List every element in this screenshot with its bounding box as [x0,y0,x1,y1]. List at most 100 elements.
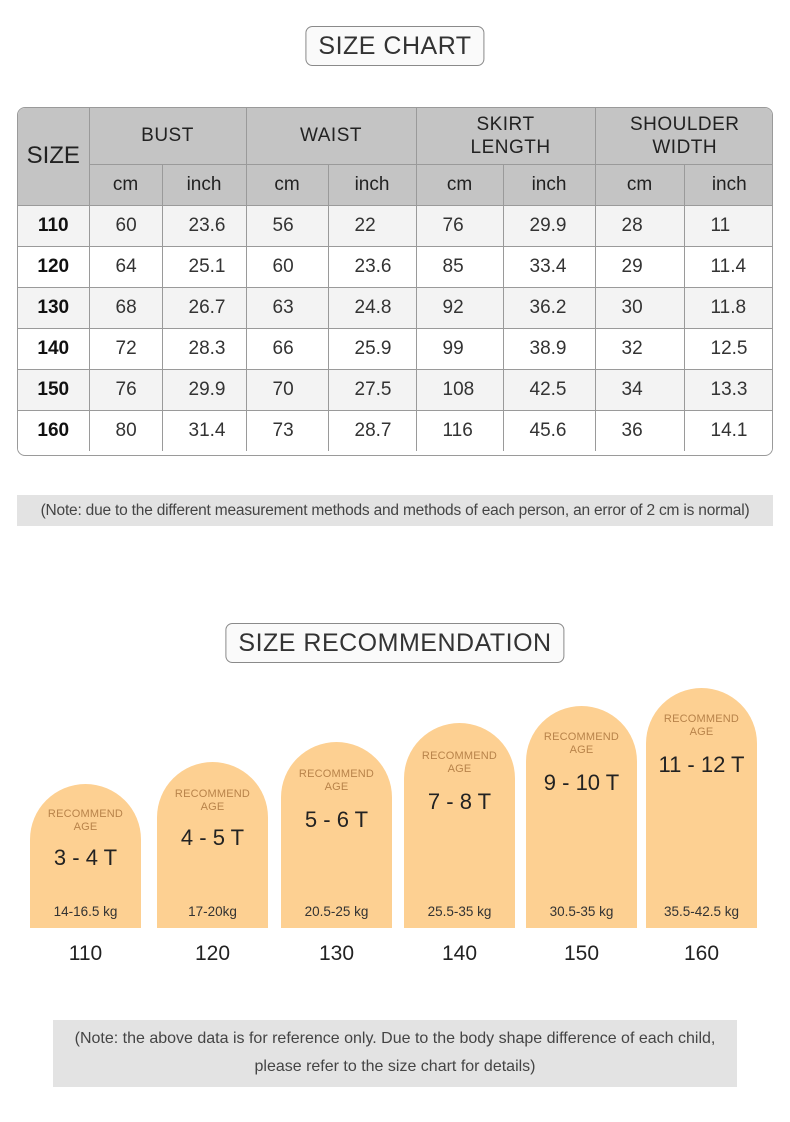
age-recommendation-card: RECOMMEND AGE 7 - 8 T 25.5-35 kg [404,723,515,928]
unit-header: inch [161,163,247,206]
reference-note-line-2: please refer to the size chart for detai… [254,1058,536,1075]
weight-range: 17-20kg [188,904,237,919]
shoulder-width-header: SHOULDER WIDTH [594,108,772,165]
recommended-size-label: 150 [563,942,600,965]
measurement-cell: 116 [415,409,504,451]
measurement-cell: 22 [327,204,417,247]
measurement-cell: 72 [88,327,163,370]
measurement-cell: 60 [245,245,329,288]
measurement-cell: 29.9 [161,368,247,411]
size-cell: 160 [18,409,90,451]
size-chart-title: SIZE CHART [305,26,485,66]
age-range: 7 - 8 T [427,789,492,814]
unit-header: cm [415,163,504,206]
skirt-length-label: SKIRT LENGTH [470,113,551,158]
unit-header: cm [594,163,685,206]
table-row: 140 72 28.3 66 25.9 99 38.9 32 12.5 [18,327,772,370]
size-cell: 150 [18,368,90,411]
age-recommendation-card: RECOMMEND AGE 9 - 10 T 30.5-35 kg [526,706,637,928]
measurement-cell: 13.3 [683,368,772,411]
age-recommendation-card: RECOMMEND AGE 3 - 4 T 14-16.5 kg [30,784,141,928]
age-recommendation-card: RECOMMEND AGE 11 - 12 T 35.5-42.5 kg [646,688,757,928]
age-range: 11 - 12 T [658,752,745,777]
table-row: 150 76 29.9 70 27.5 108 42.5 34 13.3 [18,368,772,411]
measurement-cell: 68 [88,286,163,329]
shoulder-width-label: SHOULDER WIDTH [629,113,740,158]
age-range: 4 - 5 T [180,825,245,850]
weight-range: 25.5-35 kg [427,904,492,919]
recommended-size-label: 120 [194,942,231,965]
measurement-cell: 28.7 [327,409,417,451]
recommend-age-label: RECOMMEND AGE [47,808,124,833]
unit-header: cm [89,163,163,206]
measurement-cell: 25.9 [327,327,417,370]
recommended-size-label: 130 [318,942,355,965]
skirt-length-header: SKIRT LENGTH [415,108,596,165]
table-row: 120 64 25.1 60 23.6 85 33.4 29 11.4 [18,245,772,288]
measurement-cell: 23.6 [161,204,247,247]
size-cell: 140 [18,327,90,370]
measurement-cell: 108 [415,368,504,411]
recommended-size-label: 110 [68,942,103,965]
measurement-cell: 76 [88,368,163,411]
recommend-age-label: RECOMMEND AGE [298,768,375,793]
measurement-cell: 14.1 [683,409,772,451]
measurement-cell: 73 [245,409,329,451]
measurement-cell: 33.4 [502,245,596,288]
size-cell: 130 [18,286,90,329]
measurement-cell: 38.9 [502,327,596,370]
age-range: 9 - 10 T [543,770,620,795]
recommend-age-label: RECOMMEND AGE [421,750,498,775]
measurement-cell: 31.4 [161,409,247,451]
age-range: 3 - 4 T [53,845,118,870]
measurement-cell: 29 [594,245,685,288]
age-recommendation-card: RECOMMEND AGE 5 - 6 T 20.5-25 kg [281,742,392,928]
size-recommendation-title: SIZE RECOMMENDATION [225,623,565,663]
measurement-cell: 12.5 [683,327,772,370]
size-chart-table: SIZE BUST WAIST SKIRT LENGTH SHOULDER WI… [17,107,773,456]
measurement-cell: 45.6 [502,409,596,451]
age-recommendation-card: RECOMMEND AGE 4 - 5 T 17-20kg [157,762,268,928]
measurement-cell: 99 [415,327,504,370]
reference-note-line-1: (Note: the above data is for reference o… [74,1030,716,1047]
measurement-cell: 11.8 [683,286,772,329]
measurement-cell: 24.8 [327,286,417,329]
measurement-cell: 80 [88,409,163,451]
measurement-cell: 28.3 [161,327,247,370]
waist-header: WAIST [245,108,417,165]
age-range: 5 - 6 T [304,807,369,832]
measurement-cell: 66 [245,327,329,370]
measurement-cell: 25.1 [161,245,247,288]
measurement-cell: 28 [594,204,685,247]
measurement-cell: 34 [594,368,685,411]
reference-note: (Note: the above data is for reference o… [53,1020,737,1087]
weight-range: 20.5-25 kg [304,904,369,919]
measurement-cell: 23.6 [327,245,417,288]
table-row: 160 80 31.4 73 28.7 116 45.6 36 14.1 [18,409,772,451]
recommend-age-label: RECOMMEND AGE [663,713,740,738]
measurement-cell: 11 [683,204,772,247]
unit-header: inch [502,163,596,206]
measurement-cell: 30 [594,286,685,329]
measurement-cell: 11.4 [683,245,772,288]
bust-header: BUST [88,108,247,165]
measurement-cell: 32 [594,327,685,370]
size-cell: 120 [18,245,90,288]
measurement-cell: 42.5 [502,368,596,411]
measurement-cell: 63 [245,286,329,329]
weight-range: 14-16.5 kg [53,904,118,919]
measurement-cell: 92 [415,286,504,329]
measurement-cell: 64 [88,245,163,288]
measurement-cell: 56 [245,204,329,247]
recommend-age-label: RECOMMEND AGE [174,788,251,813]
unit-header: cm [245,163,329,206]
weight-range: 30.5-35 kg [549,904,614,919]
table-row: 110 60 23.6 56 22 76 29.9 28 11 [18,204,772,247]
measurement-cell: 36 [594,409,685,451]
measurement-cell: 76 [415,204,504,247]
recommended-size-label: 160 [683,942,720,965]
unit-header: inch [327,163,417,206]
measurement-cell: 85 [415,245,504,288]
measurement-note: (Note: due to the different measurement … [17,495,773,526]
table-row: 130 68 26.7 63 24.8 92 36.2 30 11.8 [18,286,772,329]
